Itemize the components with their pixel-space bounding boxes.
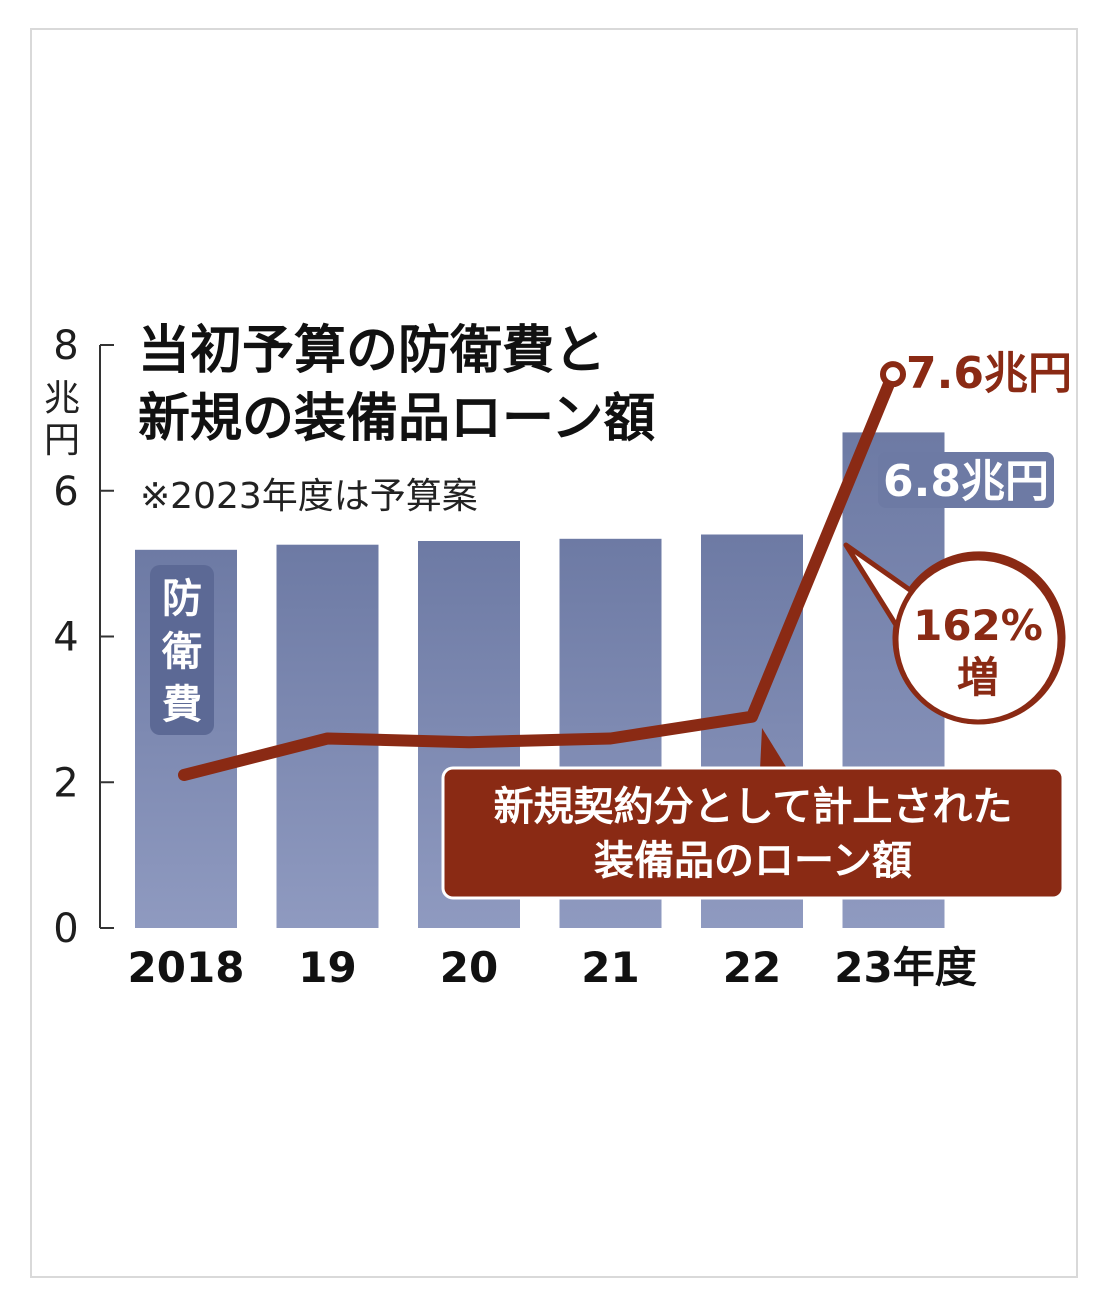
x-tick-label-3: 21: [581, 943, 639, 992]
line-callout-line-2: 装備品のローン額: [594, 838, 912, 884]
bar-label-background: [150, 565, 214, 735]
bar-label-char-3: 費: [162, 682, 202, 728]
bar-label-char-1: 防: [162, 576, 202, 622]
x-tick-label-5: 23年度: [834, 943, 976, 992]
y-tick-label-6: 6: [53, 469, 78, 515]
line-last-value-label: 7.6兆円: [906, 348, 1072, 399]
x-ticks-group: 2018 19 20 21 22 23年度: [128, 943, 977, 992]
x-tick-label-4: 22: [723, 943, 781, 992]
y-tick-label-4: 4: [53, 615, 78, 661]
y-tick-label-2: 2: [53, 760, 78, 806]
y-unit-char-2: 円: [44, 420, 80, 461]
chart-subtitle: ※2023年度は予算案: [140, 476, 478, 517]
increase-percent-label: 162%: [913, 601, 1043, 650]
bar-label-char-2: 衛: [161, 629, 202, 675]
chart-title-line-2: 新規の装備品ローン額: [138, 389, 655, 449]
bar-last-value-bg: [878, 452, 1054, 508]
increase-bubble-outline: [893, 555, 1063, 725]
x-tick-label-2: 20: [440, 943, 498, 992]
line-callout-line-1: 新規契約分として計上された: [494, 784, 1013, 830]
line-end-marker: [880, 361, 906, 388]
bar-last-value-label: 6.8兆円: [883, 456, 1049, 507]
line-series-group: [178, 361, 906, 781]
line-callout-box: [441, 766, 1065, 900]
y-ticks-group: 0 2 4 6 8: [53, 323, 114, 952]
line-series-path: [178, 368, 899, 781]
increase-bubble-fill: [898, 560, 1058, 720]
increase-bubble: 162% 増: [843, 542, 1066, 725]
y-tick-label-8: 8: [53, 323, 78, 369]
bar-series-label: 防 衛 費: [150, 565, 214, 735]
chart-title-line-1: 当初予算の防衛費と: [138, 321, 606, 381]
y-unit-char-1: 兆: [44, 378, 80, 419]
x-tick-label-0: 2018: [128, 943, 245, 992]
line-callout-pointer: [760, 728, 788, 770]
y-tick-label-0: 0: [53, 906, 78, 952]
x-tick-label-1: 19: [298, 943, 356, 992]
line-series-callout: 新規契約分として計上された 装備品のローン額: [441, 728, 1065, 900]
increase-word-label: 増: [957, 653, 999, 702]
